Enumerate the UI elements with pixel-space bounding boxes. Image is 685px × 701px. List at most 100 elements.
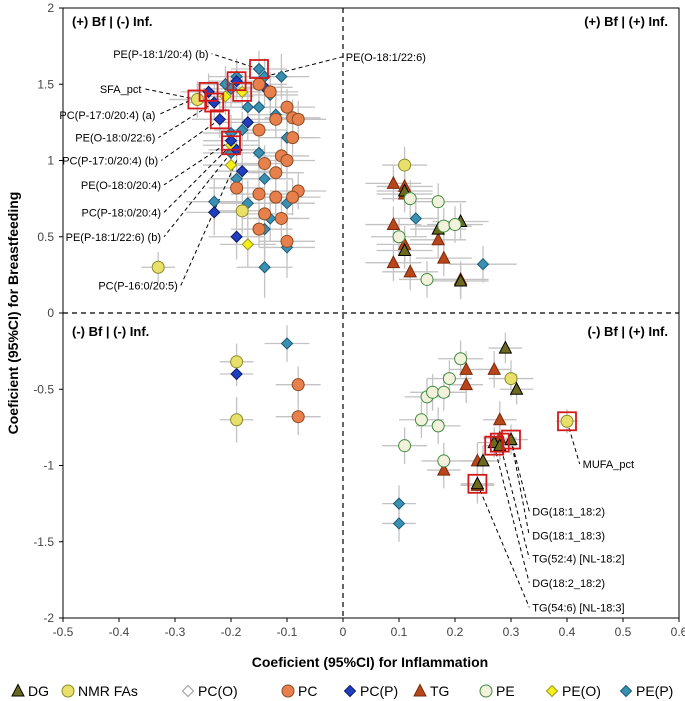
data-point-nmr xyxy=(398,158,412,172)
x-axis-title: Coeficient (95%CI) for Inflammation xyxy=(252,654,488,670)
data-point-pep xyxy=(392,517,406,530)
y-tick-label: 1.5 xyxy=(37,77,54,91)
legend-label-pcp: PC(P) xyxy=(360,683,398,699)
annotation-leader xyxy=(510,439,530,512)
data-point-pep xyxy=(476,257,490,271)
legend-marker-pc xyxy=(281,684,295,698)
legend-label-nmr: NMR FAs xyxy=(78,683,138,699)
data-point-pcp xyxy=(213,113,227,126)
legend-label-pco: PC(O) xyxy=(198,683,238,699)
annotation-label: PC(P-16:0/20:5) xyxy=(98,281,177,293)
annotation-label: TG(54:6) [NL-18:3] xyxy=(532,602,624,614)
data-point-tg xyxy=(436,462,451,476)
data-point-dg xyxy=(509,381,524,395)
highlight-box xyxy=(557,411,577,432)
data-point-nmr xyxy=(235,204,249,218)
highlight-box xyxy=(204,92,225,113)
data-point-pep xyxy=(252,146,266,160)
annotation-leader xyxy=(163,152,232,238)
data-point-tg xyxy=(403,264,418,278)
legend-label-tg: TG xyxy=(430,683,449,699)
data-point-pc xyxy=(263,85,277,99)
data-point-pep xyxy=(252,100,266,114)
data-point-nmr xyxy=(151,260,165,274)
data-point-dg xyxy=(498,340,513,354)
data-point-peo xyxy=(241,238,255,251)
annotation-label: PC(P-17:0/20:4) (b) xyxy=(62,156,158,168)
data-point-pc xyxy=(280,154,294,167)
data-point-pc xyxy=(258,157,272,171)
legend-marker-pcp xyxy=(343,684,357,698)
data-point-tg xyxy=(436,250,451,264)
annotation-leader xyxy=(566,421,581,465)
quadrant-label-bottom-right: (-) Bf | (+) Inf. xyxy=(587,324,668,339)
highlight-box xyxy=(209,109,230,130)
data-point-pc xyxy=(280,100,294,114)
data-point-pe xyxy=(426,385,440,399)
data-point-pe xyxy=(398,439,412,453)
annotation-leader xyxy=(180,160,238,286)
data-point-nmr xyxy=(230,355,244,369)
legend-marker-pco xyxy=(181,684,195,698)
data-point-dg xyxy=(476,453,490,467)
annotation-leader xyxy=(476,483,530,608)
highlight-box xyxy=(221,135,241,156)
annotation-leader xyxy=(211,53,260,70)
data-point-pep xyxy=(241,100,255,114)
data-point-pep xyxy=(275,70,288,83)
legend-label-pc: PC xyxy=(298,683,317,699)
data-point-tg xyxy=(459,377,474,391)
highlight-box xyxy=(226,71,247,92)
data-point-tg xyxy=(431,232,446,246)
data-point-tg xyxy=(487,361,502,375)
x-tick-label: -0.3 xyxy=(165,625,186,639)
legend-marker-nmr xyxy=(61,684,75,698)
y-tick-label: -2 xyxy=(43,611,54,625)
legend-marker-pe xyxy=(479,684,493,698)
data-point-pc xyxy=(280,234,294,248)
quadrant-label-top-right: (+) Bf | (+) Inf. xyxy=(584,14,668,29)
data-point-dg xyxy=(453,273,468,287)
y-tick-label: 0 xyxy=(47,306,54,320)
highlight-box xyxy=(232,81,253,102)
x-tick-label: 0.3 xyxy=(503,625,520,639)
annotation-label: DG(18:2_18:2) xyxy=(532,578,605,590)
data-point-pc xyxy=(291,112,305,126)
data-point-tg xyxy=(492,412,507,426)
annotation-leader xyxy=(493,445,530,584)
data-point-pe xyxy=(448,218,462,232)
quadrant-label-bottom-left: (-) Bf | (-) Inf. xyxy=(72,324,149,339)
y-tick-label: -1.5 xyxy=(33,535,54,549)
data-point-pcp xyxy=(224,134,238,147)
annotation-label: PE(P-18:1/22:6) (b) xyxy=(66,232,161,244)
data-point-nmr xyxy=(560,414,574,428)
data-point-pep xyxy=(392,497,406,510)
data-point-pc xyxy=(269,166,283,180)
data-point-pe xyxy=(420,272,434,286)
y-axis-title: Coeficient (95%CI) for Breastfeeding xyxy=(5,192,21,435)
y-tick-label: -1 xyxy=(43,459,54,473)
data-point-pe xyxy=(392,230,406,244)
data-point-pcp xyxy=(235,164,249,178)
data-point-nmr xyxy=(504,372,518,386)
data-point-pe xyxy=(431,195,445,209)
x-tick-label: 0.1 xyxy=(391,625,408,639)
data-point-pe xyxy=(437,454,451,468)
data-point-pep xyxy=(252,62,266,76)
data-point-pep xyxy=(258,261,271,274)
legend: DG NMR FAs PC(O) PC PC(P) TG PE PE(O) PE(P) xyxy=(11,683,673,699)
y-tick-label: -0.5 xyxy=(33,382,54,396)
legend-label-pe: PE xyxy=(496,683,515,699)
annotation-label: DG(18:1_18:3) xyxy=(532,531,605,543)
annotation-label: MUFA_pct xyxy=(583,459,634,471)
axes: -0.5 -0.4 -0.3 -0.2 -0.1 0 0.1 0.2 0.3 0.4 0.5 0.6 2… xyxy=(33,1,685,639)
data-point-pc xyxy=(252,222,266,236)
x-tick-label: -0.4 xyxy=(109,625,130,639)
data-point-pep xyxy=(409,212,423,225)
data-point-nmr xyxy=(190,93,204,106)
annotation-label: PE(O-18:1/22:6) xyxy=(346,52,426,64)
data-point-tg xyxy=(386,216,401,231)
annotation-label: PE(P-18:1/20:4) (b) xyxy=(113,49,208,61)
annotation-label: SFA_pct xyxy=(100,84,142,96)
